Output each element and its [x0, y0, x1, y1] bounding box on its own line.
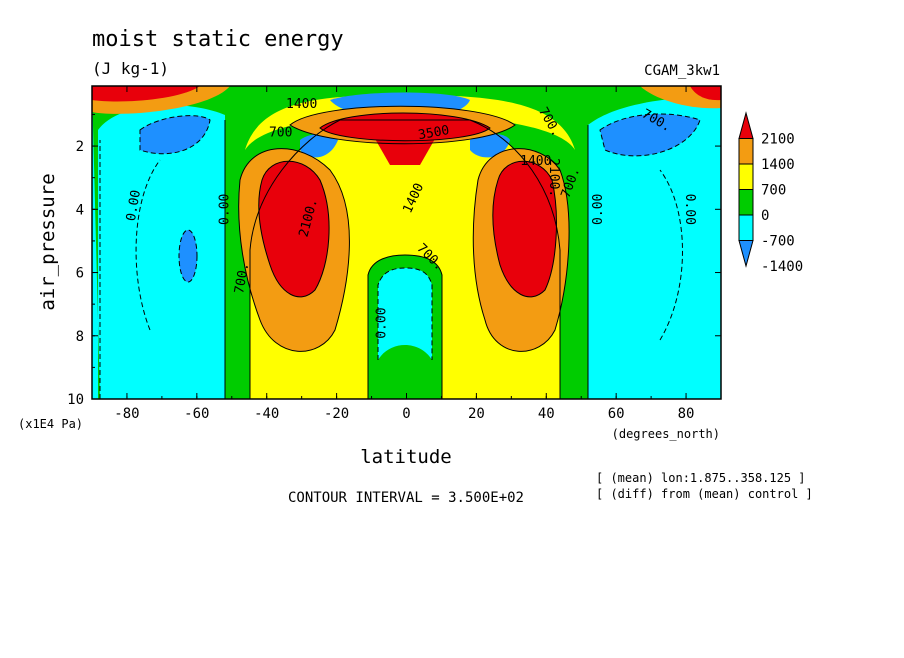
min-sh-subpolar: [179, 230, 197, 282]
contour-label: 1400: [520, 154, 551, 169]
colorbar-label: 700: [761, 183, 786, 199]
y-tick-label: 4: [76, 202, 84, 218]
chart-title: moist static energy: [92, 27, 344, 52]
colorbar-label: 1400: [761, 157, 795, 173]
colorbar-label: -700: [761, 234, 795, 250]
x-tick-label: 60: [608, 406, 625, 422]
contour-label: 0.00: [591, 194, 606, 225]
band-neg700-equator: [378, 268, 432, 360]
dataset-label: CGAM_3kw1: [644, 63, 720, 79]
y-tick-label: 6: [76, 266, 84, 282]
contour-label: 3500: [417, 123, 450, 143]
colorbar-segment: [738, 214, 754, 241]
contour-label: 2100.: [546, 158, 561, 197]
note-diff: [ (diff) from (mean) control ]: [596, 487, 813, 501]
min-nh-upper: [600, 114, 700, 156]
band-700-upper: [245, 95, 575, 150]
y-axis-units: (x1E4 Pa): [18, 417, 83, 431]
x-tick-label: -60: [184, 406, 209, 422]
max-nh-midtrop: [492, 161, 557, 297]
contour-lines: [224, 105, 589, 399]
min-sh-upper: [140, 115, 210, 154]
y-tick-label: 2: [76, 139, 84, 155]
colorbar-label: 0: [761, 208, 769, 224]
contour-label: 0.00: [124, 189, 144, 222]
contour-field: 0.00 0.00700.7002100.140035001400700.0.00…: [92, 86, 721, 399]
y-axis: 2 4 6 8 10: [67, 113, 721, 408]
x-axis-title: latitude: [360, 446, 452, 468]
y-axis-title: air_pressure: [37, 173, 59, 310]
contour-label: 700: [269, 126, 292, 141]
contour-label: 1400: [286, 97, 317, 112]
contour-label: 700.: [232, 262, 252, 295]
contour-label: 0.00: [682, 194, 697, 225]
colorbar-bottom-arrow: [738, 240, 754, 268]
x-tick-label: 80: [678, 406, 695, 422]
contour-label: 0.00: [375, 307, 390, 338]
colorbar: 2100 1400 700 0 -700 -1400: [738, 111, 803, 275]
x-tick-label: -20: [324, 406, 349, 422]
x-axis-units: (degrees_north): [612, 427, 720, 441]
negative-contours: [99, 113, 701, 399]
colorbar-segment: [738, 189, 754, 216]
x-tick-label: -80: [114, 406, 139, 422]
chart-units: (J kg-1): [92, 59, 169, 78]
x-tick-label: 40: [538, 406, 555, 422]
y-tick-label: 8: [76, 329, 84, 345]
max-sh-midtrop: [258, 161, 330, 297]
colorbar-label: -1400: [761, 259, 803, 275]
x-axis: -80 -60 -40 -20 0 20 40 60 80: [91, 86, 722, 422]
x-tick-label: 20: [468, 406, 485, 422]
x-tick-label: 0: [402, 406, 410, 422]
contour-interval: CONTOUR INTERVAL = 3.500E+02: [288, 490, 524, 506]
colorbar-label: 2100: [761, 132, 795, 148]
colorbar-top-arrow: [738, 111, 754, 139]
y-tick-label: 10: [67, 392, 84, 408]
note-mean: [ (mean) lon:1.875..358.125 ]: [596, 471, 806, 485]
colorbar-segment: [738, 138, 754, 165]
contour-label: 0.00: [217, 194, 232, 225]
band-neg-nh-polar: [588, 97, 721, 399]
x-tick-label: -40: [254, 406, 279, 422]
colorbar-segment: [738, 163, 754, 190]
